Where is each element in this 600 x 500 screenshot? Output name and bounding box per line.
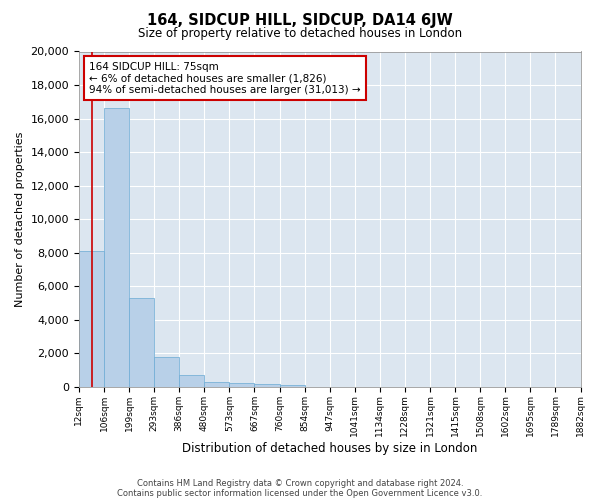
Bar <box>104 108 129 386</box>
Text: 164, SIDCUP HILL, SIDCUP, DA14 6JW: 164, SIDCUP HILL, SIDCUP, DA14 6JW <box>147 12 453 28</box>
Bar <box>280 385 305 386</box>
Bar <box>205 382 229 386</box>
Bar <box>129 298 154 386</box>
X-axis label: Distribution of detached houses by size in London: Distribution of detached houses by size … <box>182 442 478 455</box>
Text: 164 SIDCUP HILL: 75sqm
← 6% of detached houses are smaller (1,826)
94% of semi-d: 164 SIDCUP HILL: 75sqm ← 6% of detached … <box>89 62 361 95</box>
Bar <box>154 358 179 386</box>
Text: Contains public sector information licensed under the Open Government Licence v3: Contains public sector information licen… <box>118 488 482 498</box>
Bar <box>254 384 280 386</box>
Y-axis label: Number of detached properties: Number of detached properties <box>15 132 25 307</box>
Bar <box>179 375 205 386</box>
Text: Size of property relative to detached houses in London: Size of property relative to detached ho… <box>138 28 462 40</box>
Bar <box>79 251 104 386</box>
Bar <box>229 384 254 386</box>
Text: Contains HM Land Registry data © Crown copyright and database right 2024.: Contains HM Land Registry data © Crown c… <box>137 478 463 488</box>
